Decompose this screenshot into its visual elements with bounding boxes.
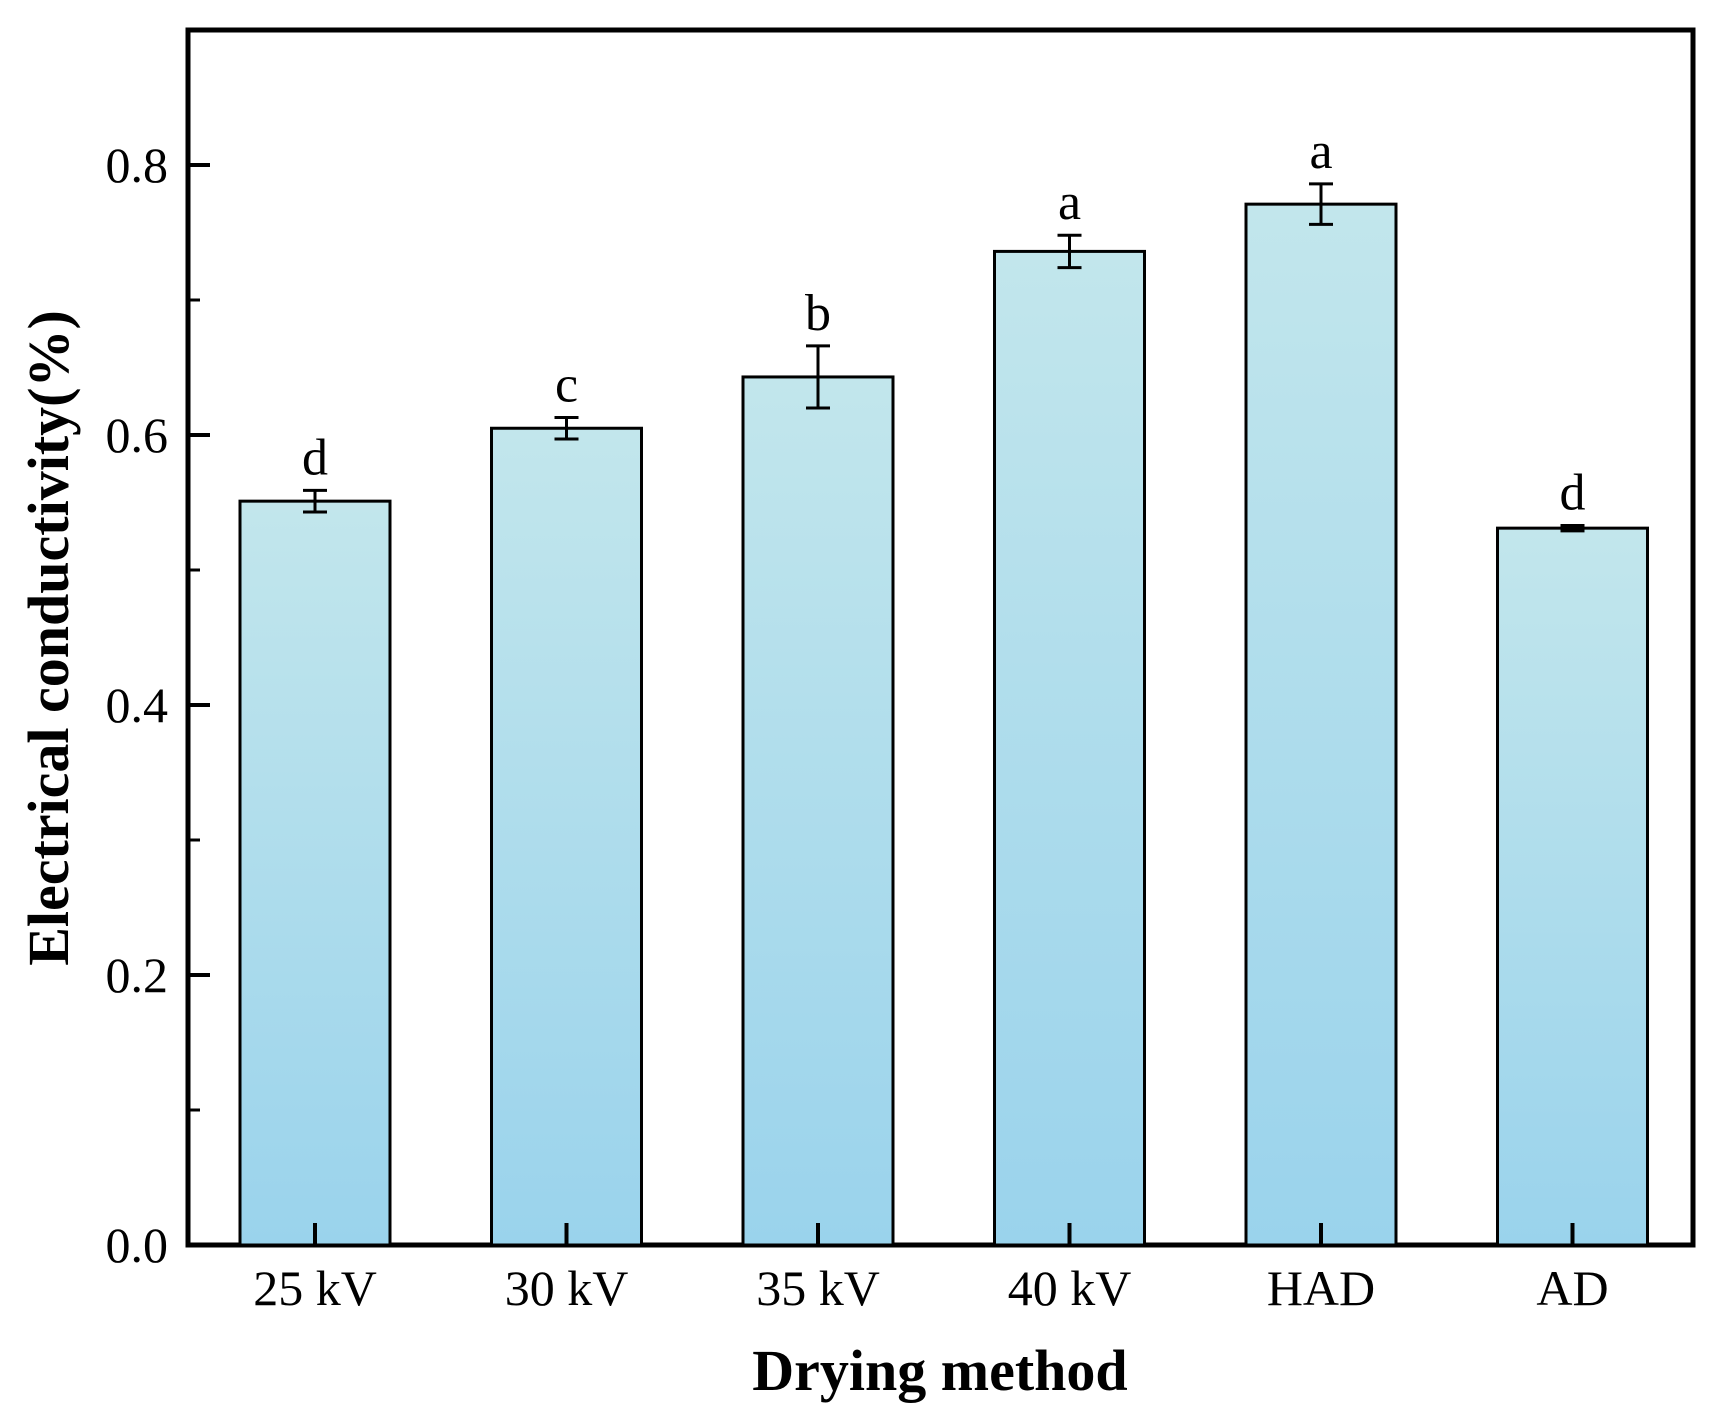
error-bar-4 — [1057, 233, 1082, 270]
bars-layer — [238, 202, 1649, 1247]
x-axis: 25 kV 30 kV 35 kV 40 kV HAD AD — [253, 1223, 1609, 1316]
error-bars-layer — [303, 182, 1585, 533]
y-tick-label-4: 0.6 — [106, 407, 169, 463]
significance-labels-layer: d c b a a d — [302, 123, 1586, 522]
x-tick-label-3: 35 kV — [756, 1260, 880, 1316]
plot-frame — [185, 27, 1696, 1248]
significance-label-1: d — [302, 429, 328, 486]
x-tick-label-6: AD — [1536, 1260, 1608, 1316]
error-bar-2 — [554, 415, 579, 441]
error-bar-5 — [1309, 182, 1333, 226]
y-tick-label-2: 0.2 — [106, 947, 169, 1003]
significance-label-6: d — [1560, 464, 1586, 521]
x-tick-label-5: HAD — [1267, 1260, 1375, 1316]
y-tick-label-3: 0.4 — [106, 677, 169, 733]
bar-1 — [238, 499, 392, 1247]
error-bar-6 — [1560, 523, 1585, 533]
x-tick-label-2: 30 kV — [505, 1260, 629, 1316]
significance-label-5: a — [1309, 123, 1332, 180]
bar-4 — [993, 249, 1146, 1247]
x-axis-title: Drying method — [752, 1338, 1127, 1403]
x-tick-label-4: 40 kV — [1008, 1260, 1132, 1316]
significance-label-2: c — [555, 356, 578, 413]
bar-6 — [1496, 526, 1649, 1247]
significance-label-4: a — [1058, 174, 1081, 231]
error-bar-1 — [303, 488, 327, 514]
y-axis: 0.0 0.2 0.4 0.6 0.8 — [106, 137, 210, 1273]
error-bar-3 — [806, 344, 830, 410]
bar-2 — [490, 426, 643, 1247]
y-tick-label-1: 0.0 — [106, 1217, 169, 1273]
y-tick-label-5: 0.8 — [106, 137, 169, 193]
bar-5 — [1244, 202, 1398, 1247]
bar-3 — [741, 375, 895, 1247]
y-axis-title: Electrical conductivity(%) — [16, 310, 81, 966]
x-tick-label-1: 25 kV — [253, 1260, 377, 1316]
significance-label-3: b — [805, 285, 831, 342]
